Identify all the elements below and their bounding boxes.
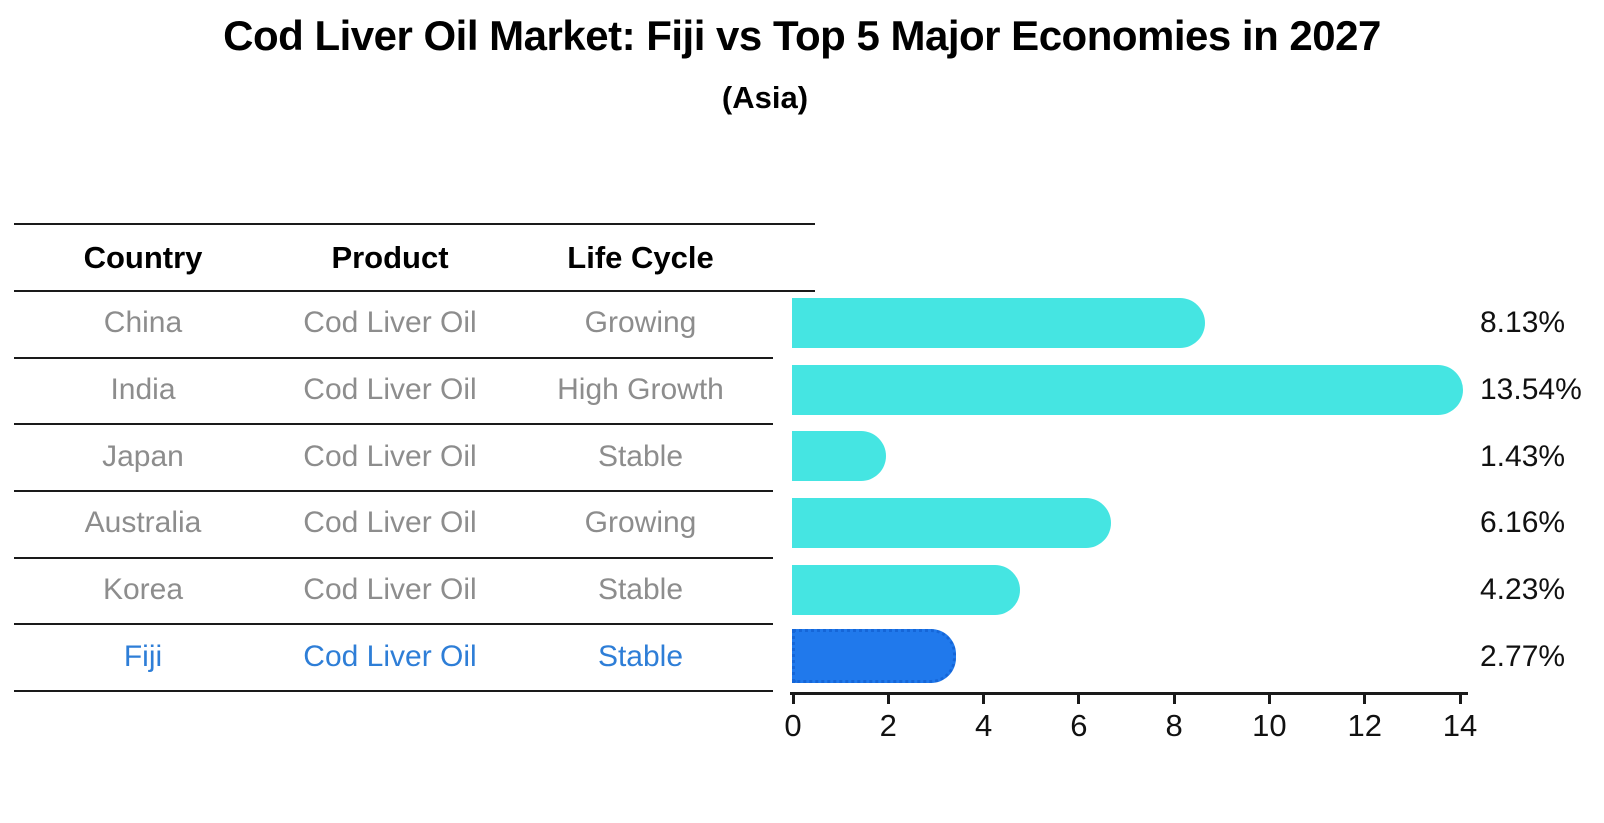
bar-row bbox=[792, 290, 1492, 357]
bar-row bbox=[792, 490, 1492, 557]
bar-row bbox=[792, 357, 1492, 424]
table-row-korea: Korea Cod Liver Oil Stable bbox=[14, 557, 773, 626]
cell-life-cycle: Stable bbox=[597, 439, 684, 473]
cell-life-cycle: Growing bbox=[584, 306, 697, 340]
column-header-product: Product bbox=[331, 239, 449, 275]
bar-row bbox=[792, 557, 1492, 624]
bar-value-label: 13.54% bbox=[1480, 372, 1582, 406]
bar-row bbox=[792, 623, 1492, 690]
cell-life-cycle: High Growth bbox=[557, 372, 724, 406]
bars-area bbox=[792, 290, 1492, 690]
x-tick-label: 0 bbox=[784, 708, 802, 743]
x-tick-mark bbox=[1458, 695, 1462, 704]
cell-product: Cod Liver Oil bbox=[303, 439, 477, 473]
table-row-japan: Japan Cod Liver Oil Stable bbox=[14, 423, 773, 492]
table-row-india: India Cod Liver Oil High Growth bbox=[14, 357, 773, 426]
bar-japan bbox=[792, 431, 887, 482]
x-axis: 0 2 4 6 8 10 12 14 bbox=[784, 695, 1493, 755]
x-tick-label: 2 bbox=[879, 708, 897, 743]
cell-country: Korea bbox=[102, 573, 184, 606]
column-header-life-cycle: Life Cycle bbox=[567, 239, 714, 275]
x-tick-mark bbox=[1363, 695, 1367, 704]
cell-life-cycle: Stable bbox=[597, 639, 684, 673]
cell-product: Cod Liver Oil bbox=[303, 573, 477, 606]
cell-product: Cod Liver Oil bbox=[303, 639, 477, 673]
bar-fiji bbox=[792, 629, 956, 684]
bar-value-label: 2.77% bbox=[1480, 639, 1566, 673]
cell-country: China bbox=[103, 306, 183, 340]
table-body: China Cod Liver Oil Growing India Cod Liver … bbox=[14, 290, 773, 692]
x-axis-line bbox=[790, 692, 1468, 695]
table-header-row: Country Product Life Cycle bbox=[14, 223, 815, 292]
cell-product: Cod Liver Oil bbox=[303, 506, 477, 540]
cell-product: Cod Liver Oil bbox=[303, 306, 477, 340]
table-row-china: China Cod Liver Oil Growing bbox=[14, 290, 773, 359]
column-header-country: Country bbox=[83, 239, 203, 275]
x-tick-label: 6 bbox=[1070, 708, 1088, 743]
x-tick-mark bbox=[791, 695, 795, 704]
x-tick-label: 14 bbox=[1442, 708, 1478, 743]
bar-value-label: 1.43% bbox=[1480, 439, 1566, 473]
bar-value-label: 4.23% bbox=[1480, 573, 1566, 606]
cell-country: Japan bbox=[102, 439, 184, 473]
cell-country: Australia bbox=[84, 506, 202, 540]
bar-row bbox=[792, 423, 1492, 490]
bar-value-label: 6.16% bbox=[1480, 506, 1566, 540]
x-tick-mark bbox=[1267, 695, 1271, 704]
x-tick-mark bbox=[886, 695, 890, 704]
bar-china bbox=[792, 298, 1206, 348]
bar-value-label: 8.13% bbox=[1480, 306, 1566, 340]
chart-title: Cod Liver Oil Market: Fiji vs Top 5 Majo… bbox=[223, 12, 1381, 59]
x-tick-label: 4 bbox=[974, 708, 993, 743]
cell-country: Fiji bbox=[123, 639, 163, 673]
bar-australia bbox=[792, 498, 1112, 548]
cell-life-cycle: Stable bbox=[597, 573, 684, 606]
value-labels: 8.13% 13.54% 1.43% 6.16% 4.23% 2.77% bbox=[1480, 290, 1604, 690]
bar-korea bbox=[792, 564, 1020, 615]
x-tick-label: 10 bbox=[1252, 708, 1287, 743]
x-tick-mark bbox=[982, 695, 986, 704]
table-row-fiji: Fiji Cod Liver Oil Stable bbox=[14, 623, 773, 692]
x-tick-label: 8 bbox=[1165, 708, 1183, 743]
chart-subtitle: (Asia) bbox=[721, 80, 809, 115]
x-tick-mark bbox=[1077, 695, 1081, 704]
cell-life-cycle: Growing bbox=[584, 506, 697, 540]
x-tick-label: 12 bbox=[1347, 708, 1382, 743]
cell-product: Cod Liver Oil bbox=[303, 372, 477, 406]
cell-country: India bbox=[110, 372, 176, 406]
x-tick-mark bbox=[1172, 695, 1176, 704]
table-row-australia: Australia Cod Liver Oil Growing bbox=[14, 490, 773, 559]
bar-india bbox=[792, 364, 1464, 415]
